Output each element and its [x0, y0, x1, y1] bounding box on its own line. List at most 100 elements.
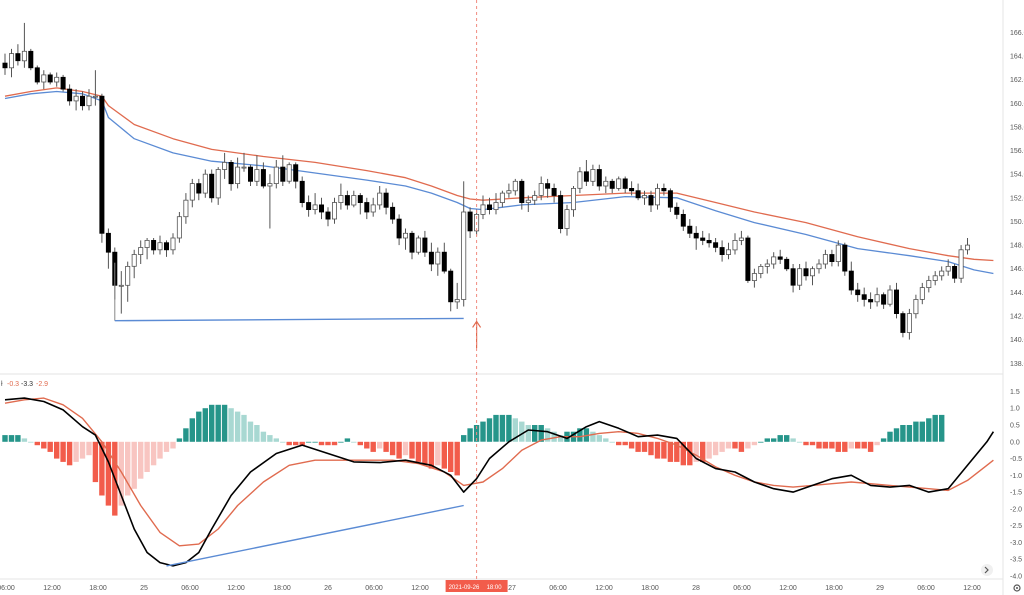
candle-body [293, 164, 299, 182]
price-tick-label: 146.0 [1010, 266, 1024, 273]
candle [661, 183, 667, 196]
candle-body [719, 247, 725, 255]
candle [506, 183, 512, 198]
histogram-bar [467, 428, 473, 442]
candle-body [939, 270, 945, 277]
candle-body [331, 202, 337, 220]
candle-body [467, 211, 473, 232]
candle-body [15, 53, 21, 62]
histogram-bar [512, 418, 518, 442]
candle [80, 91, 86, 111]
histogram-bar [280, 441, 286, 443]
candle [713, 238, 719, 253]
crosshair-time: 18:00 [487, 585, 503, 591]
histogram-bar [900, 425, 906, 442]
histogram-bar [454, 441, 460, 476]
histogram-bar [661, 441, 667, 459]
candle [454, 282, 460, 309]
gear-icon[interactable] [1013, 584, 1021, 592]
histogram-bar [215, 404, 221, 442]
candle [286, 162, 292, 184]
time-axis[interactable]: 06:00 12:00 18:00 25 06:00 12:00 18:00 26 06:00 1… [0, 585, 981, 592]
candle [28, 48, 34, 71]
histogram-bar [848, 441, 854, 449]
candle-body [732, 239, 738, 251]
candle-body [887, 289, 893, 305]
histogram-bar [8, 435, 15, 442]
histogram-bar [2, 435, 8, 442]
candle-body [80, 95, 86, 107]
macd-line [4, 397, 995, 567]
histogram-bar [777, 435, 783, 442]
candle-body [738, 237, 744, 241]
candle [189, 178, 195, 208]
candle-body [267, 183, 273, 187]
candle-body [144, 239, 150, 248]
histogram-bar [861, 441, 867, 449]
candle [887, 285, 893, 307]
candle-body [163, 242, 169, 251]
time-tick-label: 12:00 [411, 585, 429, 592]
histogram-bar [939, 414, 945, 442]
macd-legend-value-1: -0.3 [7, 381, 19, 388]
histogram-bar [544, 428, 551, 442]
candle [835, 240, 841, 267]
candle [926, 275, 932, 293]
candle-body [41, 74, 47, 83]
candle-body [894, 289, 900, 315]
candle-body [157, 242, 163, 251]
histogram-bar [176, 438, 183, 442]
candle [306, 195, 312, 217]
candle [422, 230, 428, 257]
price-tick-label: 138.0 [1010, 361, 1024, 368]
histogram-bar [183, 428, 189, 442]
macd-axis[interactable]: 1.5 1.0 0.5 0.0 -0.5 -1.0 -1.5 -2.0 -2.5 -3.0 -3.5… [1010, 389, 1022, 581]
histogram-bar [21, 438, 28, 442]
candle-body [706, 239, 712, 244]
candle-body [131, 254, 137, 267]
price-axis[interactable]: 166.0 164.0 162.0 160.0 158.0 156.0 154.0 152.0… [1010, 30, 1024, 368]
histogram-bar [448, 441, 454, 472]
candle [222, 152, 228, 179]
candle-body [693, 232, 699, 239]
candle-body [958, 249, 964, 279]
histogram-bar [577, 428, 583, 442]
time-tick-label: 12:00 [779, 585, 797, 592]
candle [719, 240, 725, 262]
candle-body [545, 183, 551, 189]
histogram-bar [654, 441, 661, 459]
macd-tick-label: -3.5 [1010, 557, 1022, 564]
candle-body [777, 256, 783, 260]
candle-body [364, 202, 370, 213]
candle-body [519, 180, 525, 204]
candle [92, 70, 98, 106]
histogram-bar [435, 441, 441, 466]
candle-body [318, 204, 324, 213]
candle [151, 238, 157, 255]
candle [958, 245, 964, 283]
divergence-segment [114, 317, 464, 322]
candle-body [138, 247, 144, 255]
histogram-bar [680, 441, 686, 466]
candle [932, 271, 938, 286]
histogram-bar [648, 441, 654, 456]
ema-fast-line [4, 90, 994, 275]
signal-line [4, 397, 994, 547]
candle-body [551, 187, 557, 196]
candle [318, 197, 324, 220]
candle [138, 240, 144, 264]
candle [396, 214, 402, 246]
chevron-right-icon[interactable] [981, 564, 993, 576]
candle [293, 162, 299, 189]
candle-body [829, 254, 835, 262]
histogram-bar [105, 441, 112, 506]
candle [364, 197, 370, 220]
candle-body [577, 171, 583, 189]
histogram-bar [47, 441, 53, 452]
candle-body [454, 299, 460, 303]
candle [596, 164, 602, 191]
candle-body [125, 265, 131, 286]
candle-body [247, 166, 253, 182]
candle-body [151, 239, 157, 251]
